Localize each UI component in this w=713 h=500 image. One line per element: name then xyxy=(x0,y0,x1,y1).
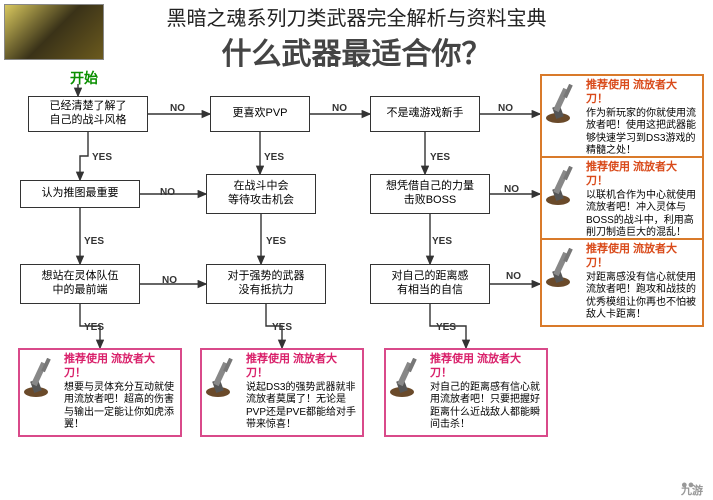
edge-label: NO xyxy=(506,271,521,282)
main-title: 什么武器最适合你？ xyxy=(0,29,713,73)
edge-label: YES xyxy=(436,322,456,333)
page-title: 黑暗之魂系列刀类武器完全解析与资料宝典 xyxy=(0,0,713,31)
edge-label: NO xyxy=(162,275,177,286)
flow-node-n2: 更喜欢PVP xyxy=(210,96,310,132)
brand-logo: ●● 九游 xyxy=(681,483,703,494)
edge-label: YES xyxy=(84,236,104,247)
edge-label: NO xyxy=(332,103,347,114)
weapon-icon xyxy=(544,248,584,288)
edge-label: NO xyxy=(170,103,185,114)
rec-body: 想要与灵体充分互动就使用流放者吧！超高的伤害与输出一定能让你如虎添翼！ xyxy=(64,382,176,432)
recommendation-r5: 推荐使用 流放者大刀！说起DS3的强势武器就非流放者莫属了！无论是PVP还是PV… xyxy=(200,348,364,437)
rec-body: 说起DS3的强势武器就非流放者莫属了！无论是PVP还是PVE都能给对手带来惊喜！ xyxy=(246,382,358,432)
rec-title: 推荐使用 流放者大刀！ xyxy=(246,353,358,381)
recommendation-r6: 推荐使用 流放者大刀！对自己的距离感有信心就用流放者吧！只要把握好距离什么近战敌… xyxy=(384,348,548,437)
rec-body: 作为新玩家的你就使用流放者吧！使用这把武器能够快速学习到DS3游戏的精髓之处！ xyxy=(586,108,698,158)
rec-body: 对自己的距离感有信心就用流放者吧！只要把握好距离什么近战敌人都能瞬间击杀！ xyxy=(430,382,542,432)
recommendation-r2: 推荐使用 流放者大刀！以联机合作为中心就使用流放者吧！冲入灵体与BOSS的战斗中… xyxy=(540,156,704,245)
edge-label: NO xyxy=(160,187,175,198)
weapon-icon xyxy=(22,358,62,398)
edge-label: YES xyxy=(430,152,450,163)
edge-label: NO xyxy=(498,103,513,114)
weapon-icon xyxy=(544,84,584,124)
recommendation-r4: 推荐使用 流放者大刀！想要与灵体充分互动就使用流放者吧！超高的伤害与输出一定能让… xyxy=(18,348,182,437)
rec-title: 推荐使用 流放者大刀！ xyxy=(586,161,698,189)
edge-label: YES xyxy=(264,152,284,163)
edge-label: YES xyxy=(92,152,112,163)
flow-node-n5: 在战斗中会 等待攻击机会 xyxy=(206,174,316,214)
rec-body: 以联机合作为中心就使用流放者吧！冲入灵体与BOSS的战斗中，利用高削刀制造巨大的… xyxy=(586,190,698,240)
rec-body: 对距离感没有信心就使用流放者吧！跑攻和战技的优秀模组让你再也不怕被敌人卡距离！ xyxy=(586,272,698,322)
header: 黑暗之魂系列刀类武器完全解析与资料宝典 什么武器最适合你？ xyxy=(0,0,713,73)
edge-label: YES xyxy=(266,236,286,247)
edge-label: NO xyxy=(504,184,519,195)
recommendation-r3: 推荐使用 流放者大刀！对距离感没有信心就使用流放者吧！跑攻和战技的优秀模组让你再… xyxy=(540,238,704,327)
weapon-icon xyxy=(388,358,428,398)
flow-node-n1: 已经清楚了解了 自己的战斗风格 xyxy=(28,96,148,132)
flow-node-n6: 想凭借自己的力量 击败BOSS xyxy=(370,174,490,214)
rec-title: 推荐使用 流放者大刀！ xyxy=(586,243,698,271)
weapon-icon xyxy=(204,358,244,398)
weapon-icon xyxy=(544,166,584,206)
flow-node-n7: 想站在灵体队伍 中的最前端 xyxy=(20,264,140,304)
edge-label: YES xyxy=(432,236,452,247)
rec-title: 推荐使用 流放者大刀！ xyxy=(430,353,542,381)
edge-label: YES xyxy=(84,322,104,333)
flow-node-n8: 对于强势的武器 没有抵抗力 xyxy=(206,264,326,304)
flow-node-n3: 不是魂游戏新手 xyxy=(370,96,480,132)
edge-label: YES xyxy=(272,322,292,333)
rec-title: 推荐使用 流放者大刀！ xyxy=(64,353,176,381)
rec-title: 推荐使用 流放者大刀！ xyxy=(586,79,698,107)
flow-node-n9: 对自己的距离感 有相当的自信 xyxy=(370,264,490,304)
recommendation-r1: 推荐使用 流放者大刀！作为新玩家的你就使用流放者吧！使用这把武器能够快速学习到D… xyxy=(540,74,704,163)
flow-node-n4: 认为推图最重要 xyxy=(20,180,140,208)
